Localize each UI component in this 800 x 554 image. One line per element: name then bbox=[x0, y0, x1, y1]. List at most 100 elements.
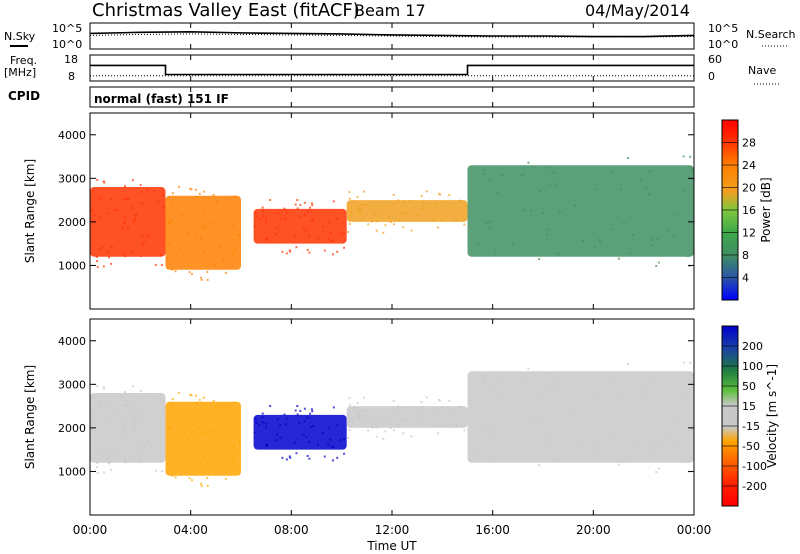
scatter-pixel bbox=[648, 193, 651, 196]
scatter-pixel bbox=[124, 255, 127, 258]
scatter-pixel bbox=[123, 197, 126, 200]
scatter-pixel bbox=[347, 230, 350, 233]
scatter-pixel bbox=[90, 209, 93, 212]
scatter-pixel bbox=[285, 211, 288, 214]
scatter-pixel bbox=[171, 201, 174, 204]
scatter-pixel bbox=[281, 456, 284, 459]
scatter-pixel bbox=[415, 214, 418, 217]
scatter-pixel bbox=[276, 227, 279, 230]
scatter-pixel bbox=[110, 245, 113, 248]
scatter-pixel bbox=[101, 246, 104, 249]
scatter-pixel bbox=[655, 471, 658, 474]
scatter-pixel bbox=[225, 404, 228, 407]
scatter-pixel bbox=[171, 398, 174, 401]
nsky-plot-lines bbox=[89, 31, 695, 38]
scatter-pixel bbox=[196, 206, 199, 209]
scatter-pixel bbox=[420, 401, 423, 404]
scatter-pixel bbox=[423, 412, 426, 415]
scatter-pixel bbox=[116, 208, 119, 211]
scatter-pixel bbox=[191, 224, 194, 227]
scatter-pixel bbox=[439, 399, 442, 402]
scatter-pixel bbox=[648, 399, 651, 402]
scatter-pixel bbox=[377, 415, 380, 418]
y-tick-label: 3000 bbox=[58, 172, 86, 185]
scatter-pixel bbox=[194, 394, 197, 397]
scatter-pixel bbox=[160, 470, 163, 473]
scatter-pixel bbox=[289, 250, 292, 253]
scatter-pixel bbox=[276, 212, 279, 215]
scatter-pixel bbox=[310, 408, 313, 411]
velocity-colorbar-label: Velocity [m s^-1] bbox=[765, 364, 779, 468]
scatter-pixel bbox=[353, 200, 356, 203]
scatter-pixel bbox=[648, 170, 651, 173]
scatter-pixel bbox=[258, 424, 261, 427]
scatter-pixel bbox=[214, 428, 217, 431]
scatter-pixel bbox=[127, 198, 130, 201]
velocity-colorbar-ticks: 200 100 50 15 -15 -50 -100 -200 bbox=[722, 340, 767, 493]
scatter-pixel bbox=[131, 385, 134, 388]
scatter-pixel bbox=[489, 384, 492, 387]
scatter-pixel bbox=[336, 217, 339, 220]
scatter-pixel bbox=[215, 406, 218, 409]
scatter-pixel bbox=[692, 168, 695, 171]
series-line-freq- bbox=[90, 64, 694, 76]
scatter-pixel bbox=[312, 219, 315, 222]
scatter-pixel bbox=[253, 225, 256, 228]
scatter-pixel bbox=[153, 190, 156, 193]
scatter-pixel bbox=[686, 254, 689, 257]
scatter-pixel bbox=[383, 412, 386, 415]
scatter-pixel bbox=[195, 196, 198, 199]
scatter-pixel bbox=[237, 440, 240, 443]
scatter-pixel bbox=[620, 394, 623, 397]
scatter-pixel bbox=[483, 379, 486, 382]
scatter-pixel bbox=[288, 455, 291, 458]
scatter-pixel bbox=[174, 476, 177, 479]
scatter-pixel bbox=[648, 376, 651, 379]
scatter-pixel bbox=[303, 420, 306, 423]
scatter-pixel bbox=[353, 406, 356, 409]
scatter-pixel bbox=[269, 404, 272, 407]
scatter-pixel bbox=[397, 199, 400, 202]
scatter-pixel bbox=[523, 209, 526, 212]
scatter-region bbox=[467, 371, 694, 463]
scatter-pixel bbox=[134, 425, 137, 428]
scatter-pixel bbox=[431, 425, 434, 428]
scatter-pixel bbox=[103, 181, 106, 184]
scatter-pixel bbox=[394, 407, 397, 410]
scatter-pixel bbox=[139, 461, 142, 464]
scatter-pixel bbox=[201, 224, 204, 227]
scatter-pixel bbox=[451, 207, 454, 210]
scatter-pixel bbox=[310, 219, 313, 222]
scatter-pixel bbox=[222, 259, 225, 262]
scatter-pixel bbox=[186, 231, 189, 234]
y-tick-label: 3000 bbox=[58, 378, 86, 391]
scatter-pixel bbox=[544, 372, 547, 375]
scatter-pixel bbox=[102, 471, 105, 474]
scatter-pixel bbox=[311, 410, 314, 413]
scatter-pixel bbox=[224, 271, 227, 274]
nsky-label: N.Sky bbox=[4, 30, 36, 43]
scatter-pixel bbox=[284, 217, 287, 220]
scatter-pixel bbox=[261, 210, 264, 213]
scatter-region bbox=[90, 187, 166, 257]
scatter-pixel bbox=[170, 255, 173, 258]
scatter-pixel bbox=[225, 198, 228, 201]
scatter-pixel bbox=[265, 426, 268, 429]
scatter-pixel bbox=[689, 155, 692, 158]
scatter-pixel bbox=[339, 438, 342, 441]
scatter-pixel bbox=[489, 432, 492, 435]
scatter-pixel bbox=[545, 439, 548, 442]
scatter-pixel bbox=[199, 237, 202, 240]
scatter-pixel bbox=[434, 409, 437, 412]
scatter-pixel bbox=[269, 198, 272, 201]
scatter-pixel bbox=[346, 414, 349, 417]
scatter-pixel bbox=[96, 384, 99, 387]
scatter-pixel bbox=[330, 445, 333, 448]
scatter-pixel bbox=[116, 414, 119, 417]
scatter-pixel bbox=[170, 219, 173, 222]
scatter-pixel bbox=[359, 209, 362, 212]
scatter-pixel bbox=[431, 219, 434, 222]
scatter-pixel bbox=[107, 457, 110, 460]
scatter-pixel bbox=[400, 419, 403, 422]
scatter-pixel bbox=[672, 441, 675, 444]
